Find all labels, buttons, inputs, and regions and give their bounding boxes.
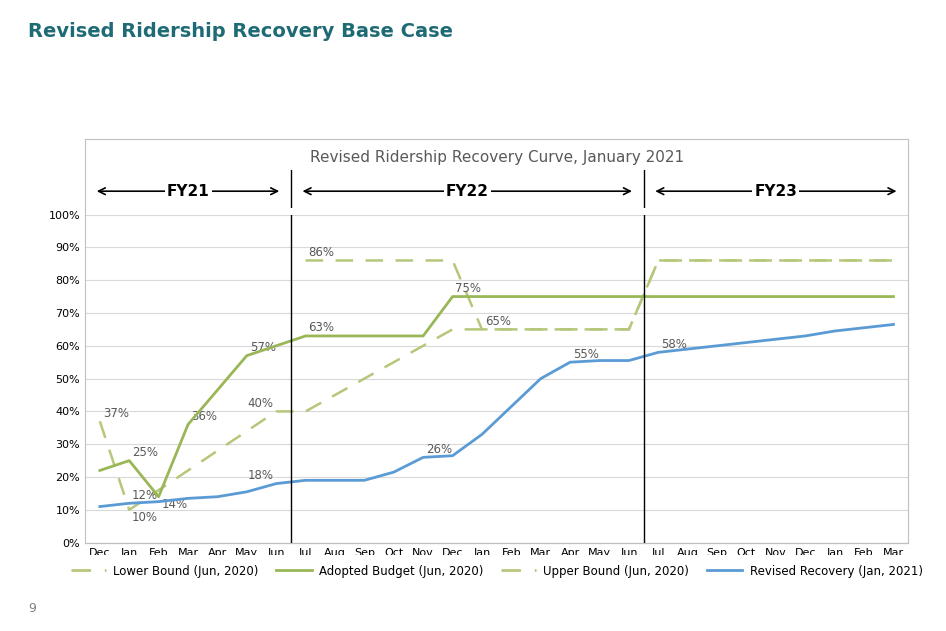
Text: 10%: 10% [132,512,158,524]
Text: FY22: FY22 [446,184,489,199]
Text: 37%: 37% [103,406,129,420]
Text: FY21: FY21 [166,184,209,199]
Text: 75%: 75% [455,282,482,295]
Text: 65%: 65% [485,315,511,327]
Text: 57%: 57% [250,341,275,354]
Text: 14%: 14% [162,498,187,511]
Text: 9: 9 [28,602,36,615]
Text: 58%: 58% [661,338,687,351]
Text: 55%: 55% [573,348,599,360]
Text: Revised Ridership Recovery Base Case: Revised Ridership Recovery Base Case [28,22,453,41]
Legend: Lower Bound (Jun, 2020), Adopted Budget (Jun, 2020), Upper Bound (Jun, 2020), Re: Lower Bound (Jun, 2020), Adopted Budget … [66,560,927,582]
Text: 36%: 36% [191,410,217,423]
Text: 18%: 18% [247,469,273,482]
Text: 25%: 25% [132,446,158,459]
Text: 12%: 12% [132,488,158,502]
Text: Revised Ridership Recovery Curve, January 2021: Revised Ridership Recovery Curve, Januar… [309,150,684,165]
Text: FY23: FY23 [755,184,797,199]
Text: 63%: 63% [308,321,335,334]
Text: 86%: 86% [308,246,335,259]
Text: 26%: 26% [426,443,452,456]
Text: 40%: 40% [247,397,273,410]
